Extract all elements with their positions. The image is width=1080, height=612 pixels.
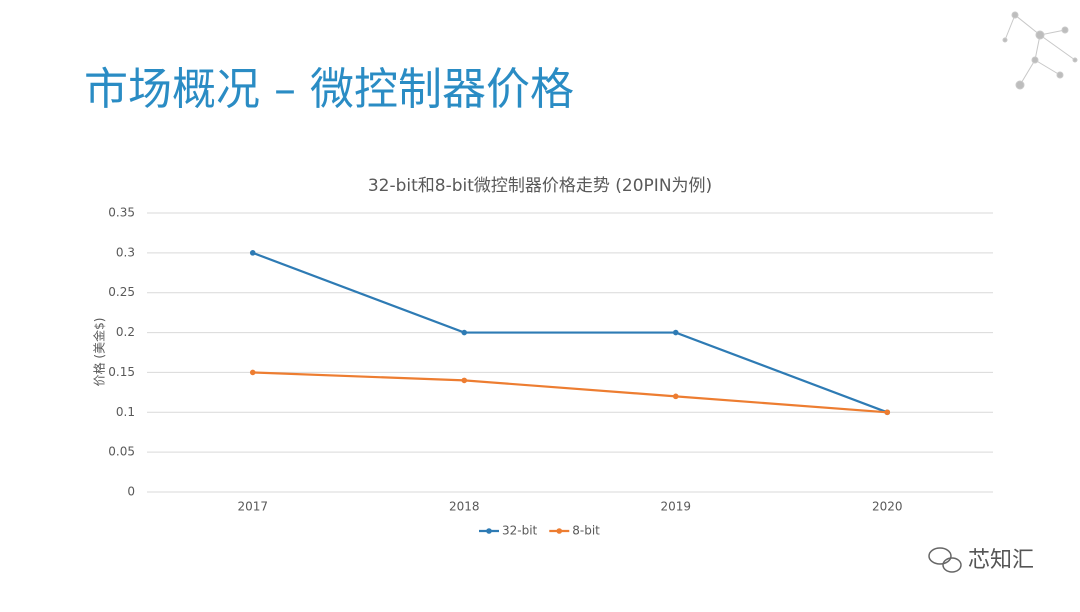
y-tick-label: 0.15 [108, 365, 135, 379]
x-tick-label: 2017 [237, 500, 268, 514]
series-line [252, 371, 888, 414]
x-tick-label: 2019 [660, 500, 691, 514]
slide-title: 市场概况 – 微控制器价格 [84, 64, 574, 115]
legend-label: 8-bit [572, 524, 600, 538]
data-point [249, 369, 256, 376]
legend-marker [486, 528, 492, 534]
x-tick-label: 2018 [449, 500, 480, 514]
y-tick-label: 0.25 [108, 285, 135, 299]
data-point [461, 329, 468, 336]
data-point [884, 409, 891, 416]
data-point [461, 377, 468, 384]
y-tick-label: 0.3 [116, 245, 135, 259]
data-point [672, 393, 679, 400]
x-tick-label: 2020 [872, 500, 903, 514]
series-line [252, 251, 888, 414]
data-point [249, 250, 256, 256]
data-point [672, 329, 679, 336]
legend-label: 32-bit [502, 524, 538, 538]
y-tick-label: 0.1 [116, 405, 135, 419]
legend-marker [556, 528, 563, 534]
chart-title: 32-bit和8-bit微控制器价格走势 (20PIN为例) [368, 176, 712, 196]
watermark: 芯知汇 [968, 548, 1034, 573]
y-tick-label: 0.2 [116, 325, 135, 339]
y-tick-label: 0.35 [108, 206, 135, 220]
watermark-icon [928, 547, 962, 573]
y-tick-label: 0.05 [108, 445, 135, 459]
y-tick-label: 0 [127, 485, 135, 499]
y-axis-label: 价格 (美金$) [92, 318, 107, 387]
network-decoration [1002, 11, 1078, 90]
